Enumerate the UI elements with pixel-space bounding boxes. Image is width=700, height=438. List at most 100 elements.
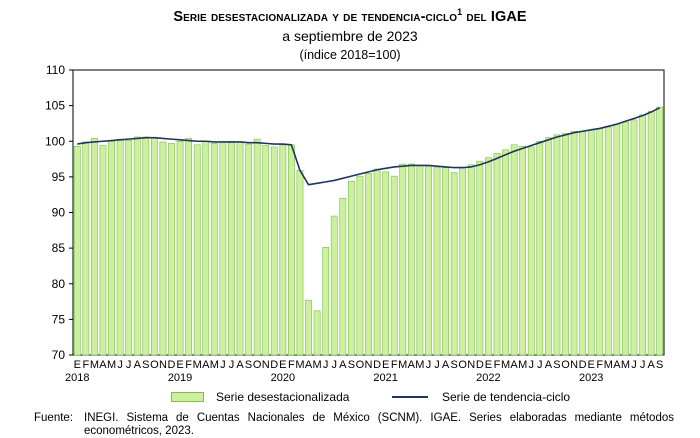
bar: [570, 130, 578, 356]
bar: [450, 172, 458, 356]
bar: [73, 145, 81, 356]
x-month-label: J: [640, 359, 646, 371]
x-month-label: M: [210, 359, 219, 371]
x-month-label: J: [229, 359, 235, 371]
x-month-label: M: [295, 359, 304, 371]
bar: [476, 160, 484, 356]
x-month-label: S: [450, 359, 457, 371]
chart-subtitle: a septiembre de 2023: [282, 27, 418, 44]
legend-bar-swatch: [171, 392, 204, 402]
x-month-label: N: [262, 359, 270, 371]
x-month-label: F: [185, 359, 192, 371]
x-month-label: O: [356, 359, 365, 371]
y-tick-label: 95: [52, 170, 66, 184]
y-tick-label: 75: [52, 312, 66, 326]
x-month-label: J: [126, 359, 132, 371]
x-month-label: J: [117, 359, 123, 371]
bar: [527, 146, 535, 356]
x-year-label: 2018: [65, 372, 89, 384]
bar: [613, 123, 621, 356]
bar: [91, 138, 98, 356]
x-month-label: J: [537, 359, 543, 371]
x-month-label: E: [74, 359, 81, 371]
x-month-label: M: [604, 359, 613, 371]
bar: [185, 138, 193, 356]
x-month-label: M: [107, 359, 116, 371]
bar: [236, 141, 244, 356]
x-month-label: S: [348, 359, 355, 371]
bar: [270, 146, 278, 356]
bar: [536, 140, 544, 356]
x-year-label: 2022: [476, 372, 500, 384]
legend-item-line: Serie de tendencia-ciclo: [392, 390, 570, 404]
x-month-label: M: [90, 359, 99, 371]
x-month-label: O: [561, 359, 570, 371]
x-month-label: D: [168, 359, 176, 371]
x-month-label: A: [510, 359, 518, 371]
bar: [82, 141, 90, 356]
bar: [442, 167, 449, 356]
y-tick-label: 85: [52, 241, 66, 255]
bar: [587, 129, 595, 356]
x-month-label: E: [485, 359, 492, 371]
title-footnote-mark: 1: [457, 7, 463, 17]
x-month-label: M: [313, 359, 322, 371]
x-month-label: N: [467, 359, 475, 371]
bar: [245, 143, 252, 356]
bar: [176, 140, 184, 356]
bar: [305, 299, 312, 356]
x-month-label: D: [476, 359, 484, 371]
source-note: Fuente: INEGI. Sistema de Cuentas Nacion…: [34, 412, 674, 438]
title-block: Serie desestacionalizada y de tendencia-…: [0, 4, 700, 63]
x-year-label: 2020: [271, 372, 295, 384]
bar: [330, 215, 338, 356]
x-month-label: D: [579, 359, 587, 371]
x-month-label: A: [613, 359, 621, 371]
bar: [407, 163, 415, 356]
bar: [159, 141, 167, 356]
bar: [579, 130, 587, 356]
x-month-label: A: [339, 359, 347, 371]
x-month-label: M: [501, 359, 510, 371]
x-month-label: N: [365, 359, 373, 371]
y-tick-label: 110: [46, 63, 65, 77]
x-month-label: J: [434, 359, 440, 371]
x-month-label: M: [415, 359, 424, 371]
bar: [399, 163, 407, 356]
bar: [622, 121, 629, 356]
x-month-label: O: [150, 359, 159, 371]
y-tick-label: 90: [52, 206, 66, 220]
y-tick-label: 70: [52, 348, 66, 362]
bar: [596, 128, 604, 356]
x-month-label: S: [142, 359, 149, 371]
x-month-label: O: [253, 359, 262, 371]
trend-line: [77, 107, 661, 186]
chart-title: Serie desestacionalizada y de tendencia-…: [173, 7, 527, 25]
x-month-label: F: [82, 359, 89, 371]
x-month-label: M: [193, 359, 202, 371]
x-month-label: E: [279, 359, 286, 371]
bar: [656, 106, 664, 356]
x-month-label: A: [202, 359, 210, 371]
x-month-label: M: [398, 359, 407, 371]
bar: [467, 164, 475, 356]
x-month-label: D: [270, 359, 278, 371]
x-month-label: F: [494, 359, 501, 371]
bar: [630, 119, 638, 356]
bar: [553, 134, 561, 356]
bar: [425, 165, 432, 356]
x-month-label: M: [518, 359, 527, 371]
x-year-label: 2019: [168, 372, 192, 384]
bar: [493, 153, 501, 356]
x-month-label: E: [382, 359, 389, 371]
bar: [347, 180, 355, 356]
y-tick-label: 105: [45, 99, 65, 113]
x-month-label: F: [288, 359, 295, 371]
x-year-label: 2021: [373, 372, 397, 384]
legend-line-swatch: [392, 396, 428, 398]
bar: [116, 138, 124, 356]
unit-note: (índice 2018=100): [299, 47, 401, 62]
y-tick-label: 80: [52, 277, 66, 291]
x-month-label: A: [442, 359, 450, 371]
